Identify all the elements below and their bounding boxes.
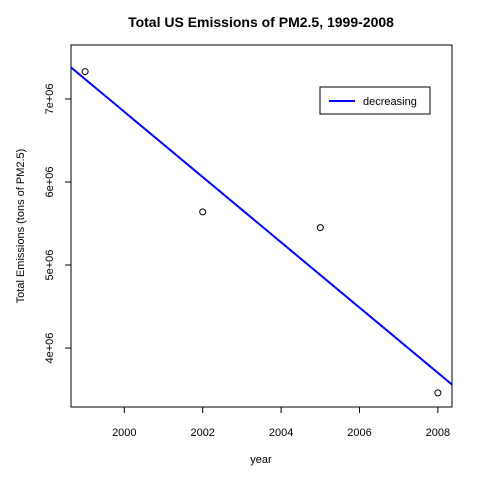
data-point-1999	[81, 68, 89, 76]
data-point-2005	[316, 224, 324, 232]
x-axis: 2000 2002 2004 2006 2008	[112, 406, 450, 439]
y-tick-label-5e+06: 5e+06	[44, 250, 56, 281]
y-tick-label-7e+06: 7e+06	[44, 84, 56, 115]
y-tick-label-6e+06: 6e+06	[44, 167, 56, 198]
x-tick-label-2000: 2000	[112, 427, 136, 439]
y-axis-label: Total Emissions (tons of PM2.5)	[15, 149, 27, 304]
data-point-2008	[434, 389, 442, 397]
y-axis: 4e+06 5e+06 6e+06 7e+06	[44, 84, 72, 364]
x-tick-label-2008: 2008	[426, 427, 450, 439]
x-tick-label-2002: 2002	[190, 427, 214, 439]
y-tick-label-4e+06: 4e+06	[44, 333, 56, 364]
x-tick-label-2006: 2006	[347, 427, 371, 439]
legend-label-decreasing: decreasing	[363, 96, 417, 108]
plot-area	[70, 66, 453, 397]
x-tick-label-2004: 2004	[269, 427, 293, 439]
x-axis-label: year	[250, 454, 272, 466]
legend: decreasing	[319, 86, 431, 115]
data-point-2002	[199, 208, 207, 216]
chart-title: Total US Emissions of PM2.5, 1999-2008	[128, 14, 394, 30]
trend-line-decreasing	[70, 66, 453, 386]
